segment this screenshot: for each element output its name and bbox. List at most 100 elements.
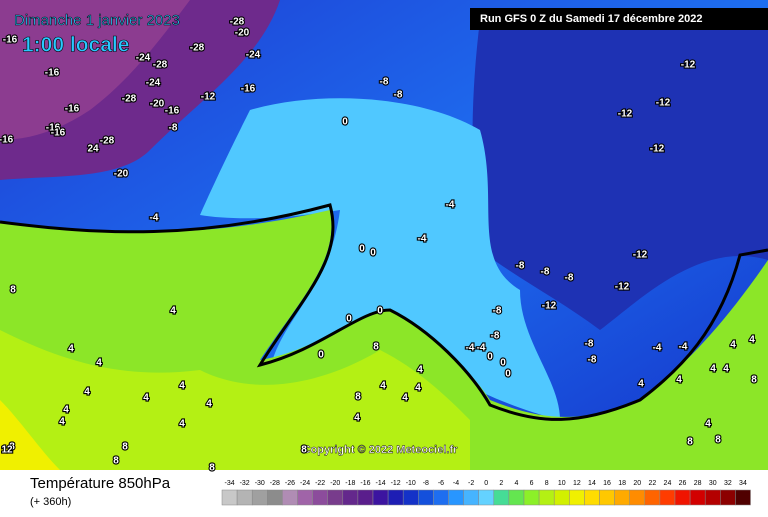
isotherm-label: 4 [68, 344, 74, 355]
isotherm-label: -12 [618, 109, 633, 120]
isotherm-label: 4 [143, 393, 149, 404]
isotherm-label: 4 [417, 365, 423, 376]
legend-swatch [298, 490, 313, 505]
isotherm-label: 4 [402, 393, 408, 404]
legend-tick-label: -26 [285, 480, 295, 487]
isotherm-label: -20 [235, 28, 250, 39]
isotherm-label: 4 [206, 399, 212, 410]
legend-swatch [464, 490, 479, 505]
isotherm-label: -20 [150, 99, 165, 110]
isotherm-label: 0 [359, 244, 365, 255]
isotherm-label: 4 [710, 364, 716, 375]
legend-tick-label: -34 [224, 480, 234, 487]
legend-swatch [584, 490, 599, 505]
legend-tick-label: 12 [573, 480, 581, 487]
isotherm-label: 8 [373, 342, 379, 353]
isotherm-label: -16 [45, 68, 60, 79]
isotherm-label: 4 [59, 417, 65, 428]
legend-swatch [237, 490, 252, 505]
legend-tick-label: 2 [499, 480, 503, 487]
isotherm-label: 0 [487, 352, 493, 363]
isotherm-label: -8 [493, 306, 502, 317]
legend-swatch [554, 490, 569, 505]
isotherm-label: -8 [565, 273, 574, 284]
legend-swatch [735, 490, 750, 505]
legend-tick-label: 34 [739, 480, 747, 487]
isotherm-label: 4 [676, 375, 682, 386]
legend-swatch [524, 490, 539, 505]
isotherm-label: -24 [246, 50, 261, 61]
isotherm-label: 0 [342, 117, 348, 128]
legend-swatch [660, 490, 675, 505]
isotherm-label: 24 [87, 144, 99, 155]
isotherm-label: 4 [170, 306, 176, 317]
legend-swatch [343, 490, 358, 505]
legend-tick-label: 10 [558, 480, 566, 487]
isotherm-label: 4 [179, 381, 185, 392]
legend-tick-label: -14 [375, 480, 385, 487]
legend-swatch [328, 490, 343, 505]
date-label: Dimanche 1 janvier 2023 [14, 12, 180, 29]
isotherm-label: -4 [446, 200, 455, 211]
legend-tick-label: -18 [345, 480, 355, 487]
legend-tick-label: 32 [724, 480, 732, 487]
legend-tick-label: -12 [391, 480, 401, 487]
isotherm-label: -12 [681, 60, 696, 71]
legend-tick-label: 24 [664, 480, 672, 487]
isotherm-label: 4 [723, 364, 729, 375]
legend-swatch [600, 490, 615, 505]
legend-swatch [373, 490, 388, 505]
isotherm-label: 8 [209, 463, 215, 474]
legend-swatch [222, 490, 237, 505]
legend-swatch [509, 490, 524, 505]
legend-tick-label: 8 [545, 480, 549, 487]
isotherm-label: -4 [653, 343, 662, 354]
isotherm-label: 0 [318, 350, 324, 361]
legend-swatch [675, 490, 690, 505]
isotherm-label: -8 [394, 90, 403, 101]
isotherm-label: -16 [65, 104, 80, 115]
isotherm-label: 4 [96, 358, 102, 369]
footer-title: Température 850hPa [30, 475, 171, 492]
isotherm-label: 8 [10, 285, 16, 296]
legend-tick-label: 16 [603, 480, 611, 487]
isotherm-label: -8 [585, 339, 594, 350]
isotherm-label: 4 [354, 413, 360, 424]
isotherm-label: -12 [650, 144, 665, 155]
isotherm-label: 8 [301, 445, 307, 456]
isotherm-label: 4 [179, 419, 185, 430]
legend-tick-label: -24 [300, 480, 310, 487]
isotherm-label: 4 [84, 387, 90, 398]
legend-swatch [569, 490, 584, 505]
legend-swatch [630, 490, 645, 505]
legend-tick-label: 28 [694, 480, 702, 487]
legend-swatch [418, 490, 433, 505]
legend-tick-label: -20 [330, 480, 340, 487]
isotherm-label: 8 [122, 442, 128, 453]
isotherm-label: -20 [114, 169, 129, 180]
isotherm-label: 0 [500, 358, 506, 369]
isotherm-label: -16 [165, 106, 180, 117]
legend-tick-label: -4 [453, 480, 459, 487]
time-label: 1:00 locale [22, 34, 129, 57]
legend-tick-label: -10 [406, 480, 416, 487]
legend-swatch [539, 490, 554, 505]
legend-tick-label: -28 [270, 480, 280, 487]
isotherm-label: -28 [190, 43, 205, 54]
isotherm-label: -4 [466, 343, 475, 354]
legend-swatch [403, 490, 418, 505]
legend-swatch [358, 490, 373, 505]
legend-tick-label: 4 [514, 480, 518, 487]
isotherm-label: -28 [100, 136, 115, 147]
isotherm-label: -24 [136, 53, 151, 64]
legend-swatch [645, 490, 660, 505]
legend-swatch [690, 490, 705, 505]
isotherm-label: -12 [542, 301, 557, 312]
isotherm-label: -24 [146, 78, 161, 89]
isotherm-label: 4 [705, 419, 711, 430]
legend-swatch [720, 490, 735, 505]
isotherm-label: 8 [113, 456, 119, 467]
isotherm-label: -8 [541, 267, 550, 278]
isotherm-label: 8 [355, 392, 361, 403]
